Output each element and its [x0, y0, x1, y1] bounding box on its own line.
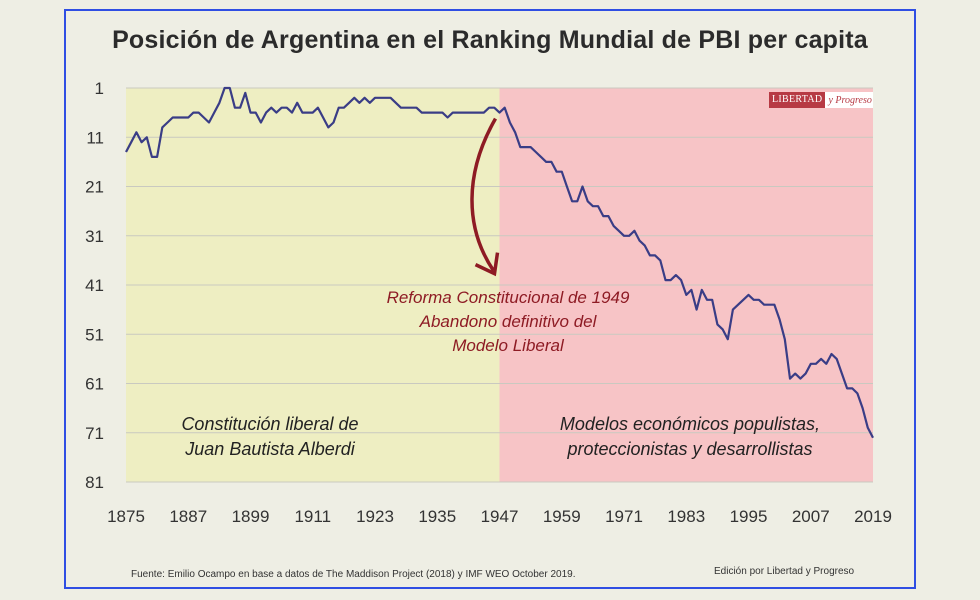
x-tick-label: 2019 [854, 507, 892, 526]
annotation-arrowhead [474, 252, 500, 277]
x-tick-label: 1875 [107, 507, 145, 526]
region-label: Modelos económicos populistas, [560, 414, 820, 434]
x-tick-label: 1935 [418, 507, 456, 526]
annotation-text: Modelo Liberal [452, 336, 565, 355]
y-tick-label: 61 [85, 375, 104, 394]
x-tick-label: 1983 [667, 507, 705, 526]
x-tick-label: 2007 [792, 507, 830, 526]
region-label: Juan Bautista Alberdi [184, 439, 355, 459]
brand-part1: LIBERTAD [769, 92, 826, 108]
y-tick-label: 41 [85, 276, 104, 295]
brand-logo: LIBERTAD y Progreso [769, 92, 873, 108]
y-tick-label: 71 [85, 424, 104, 443]
brand-part2: y Progreso [828, 94, 872, 106]
y-tick-label: 81 [85, 473, 104, 492]
x-tick-label: 1923 [356, 507, 394, 526]
y-tick-label: 1 [95, 79, 104, 98]
region-label: Constitución liberal de [181, 414, 358, 434]
region-label: proteccionistas y desarrollistas [566, 439, 812, 459]
x-tick-label: 1995 [730, 507, 768, 526]
y-tick-label: 51 [85, 325, 104, 344]
series-line-argentina [125, 86, 874, 439]
x-tick-label: 1959 [543, 507, 581, 526]
source-note: Fuente: Emilio Ocampo en base a datos de… [131, 569, 576, 580]
x-tick-label: 1899 [232, 507, 270, 526]
x-tick-label: 1971 [605, 507, 643, 526]
x-tick-label: 1887 [169, 507, 207, 526]
y-tick-label: 31 [85, 227, 104, 246]
annotation-text: Abandono definitivo del [419, 312, 598, 331]
y-tick-label: 21 [85, 178, 104, 197]
annotation-arrow [470, 117, 498, 272]
x-tick-label: 1911 [294, 507, 331, 526]
y-tick-label: 11 [86, 128, 104, 147]
chart-title: Posición de Argentina en el Ranking Mund… [112, 26, 868, 54]
annotation-text: Reforma Constitucional de 1949 [387, 288, 630, 307]
edition-note: Edición por Libertad y Progreso [714, 566, 855, 577]
x-tick-label: 1947 [481, 507, 519, 526]
